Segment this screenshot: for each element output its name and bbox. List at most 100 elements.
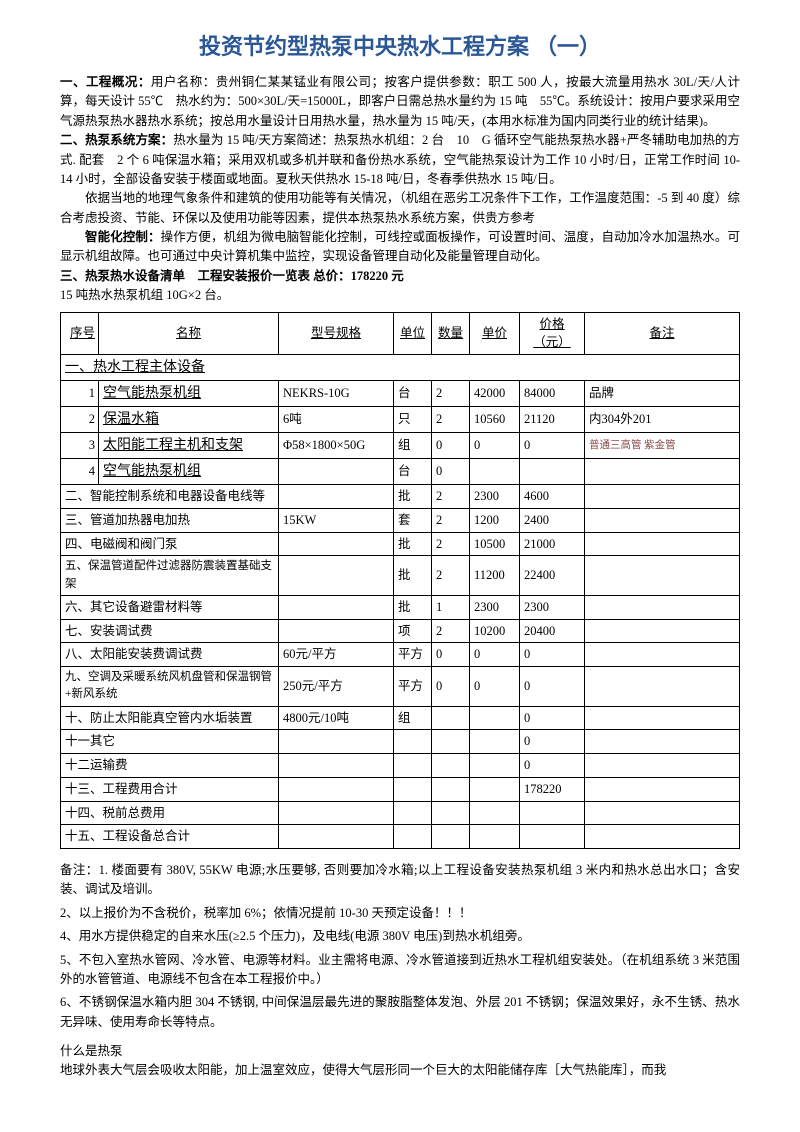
cell-qty: 0 — [432, 433, 470, 459]
note-line: 6、不锈钢保温水箱内胆 304 不锈钢, 中间保温层最先进的聚胺脂整体发泡、外层… — [60, 993, 740, 1032]
cell-seq: 2 — [61, 407, 99, 433]
cell-model — [279, 459, 394, 485]
cell-note — [585, 667, 740, 707]
cell-note — [585, 801, 740, 825]
table-row: 十二运输费0 — [61, 754, 740, 778]
cell-total: 20400 — [520, 619, 585, 643]
merged-name-cell: 六、其它设备避雷材料等 — [61, 595, 279, 619]
merged-name-cell: 十、防止太阳能真空管内水垢装置 — [61, 706, 279, 730]
cell-model: NEKRS-10G — [279, 381, 394, 407]
table-row: 四、电磁阀和阀门泵批21050021000 — [61, 532, 740, 556]
cell-name: 保温水箱 — [99, 407, 279, 433]
cell-unit: 批 — [394, 556, 432, 596]
cell-model — [279, 801, 394, 825]
cell-total: 178220 — [520, 777, 585, 801]
cell-qty — [432, 777, 470, 801]
cell-model: 60元/平方 — [279, 643, 394, 667]
table-row: 十五、工程设备总合计 — [61, 825, 740, 849]
paragraph-6: 15 吨热水热泵机组 10G×2 台。 — [60, 286, 740, 305]
header-seq: 序号 — [61, 312, 99, 355]
cell-unit: 平方 — [394, 667, 432, 707]
cell-total: 22400 — [520, 556, 585, 596]
cell-note — [585, 556, 740, 596]
cell-unit: 平方 — [394, 643, 432, 667]
header-qty: 数量 — [432, 312, 470, 355]
cell-price: 2300 — [470, 595, 520, 619]
cell-qty: 2 — [432, 407, 470, 433]
cell-note — [585, 706, 740, 730]
table-row: 八、太阳能安装费调试费60元/平方平方000 — [61, 643, 740, 667]
table-row: 十四、税前总费用 — [61, 801, 740, 825]
cell-unit — [394, 801, 432, 825]
cell-unit: 批 — [394, 485, 432, 509]
merged-name-cell: 五、保温管道配件过滤器防震装置基础支架 — [61, 556, 279, 596]
table-row: 3太阳能工程主机和支架Φ58×1800×50G组000普通三高管 紫金管 — [61, 433, 740, 459]
cell-total: 0 — [520, 433, 585, 459]
cell-note — [585, 730, 740, 754]
paragraph-2: 二、热泵系统方案：热水量为 15 吨/天方案简述：热泵热水机组：2 台 10 G… — [60, 131, 740, 189]
note-line: 2、以上报价为不含税价，税率加 6%；依情况提前 10-30 天预定设备！！！ — [60, 904, 740, 923]
cell-qty: 0 — [432, 667, 470, 707]
cell-seq: 1 — [61, 381, 99, 407]
merged-name-cell: 十一其它 — [61, 730, 279, 754]
cell-note — [585, 508, 740, 532]
cell-unit: 台 — [394, 381, 432, 407]
cell-seq: 4 — [61, 459, 99, 485]
cell-total: 84000 — [520, 381, 585, 407]
cell-model — [279, 595, 394, 619]
cell-price: 0 — [470, 643, 520, 667]
merged-name-cell: 十三、工程费用合计 — [61, 777, 279, 801]
cell-name: 太阳能工程主机和支架 — [99, 433, 279, 459]
cell-price: 11200 — [470, 556, 520, 596]
cell-model — [279, 619, 394, 643]
cell-total: 21000 — [520, 532, 585, 556]
cell-note — [585, 619, 740, 643]
cell-total — [520, 801, 585, 825]
cell-model — [279, 485, 394, 509]
cell-qty: 2 — [432, 532, 470, 556]
cell-price — [470, 777, 520, 801]
cell-price: 10200 — [470, 619, 520, 643]
cell-note — [585, 459, 740, 485]
cell-note — [585, 532, 740, 556]
cell-total: 4600 — [520, 485, 585, 509]
cell-model — [279, 730, 394, 754]
cell-unit — [394, 825, 432, 849]
table-row: 六、其它设备避雷材料等批123002300 — [61, 595, 740, 619]
equipment-table: 序号 名称 型号规格 单位 数量 单价 价格（元） 备注 一、热水工程主体设备1… — [60, 312, 740, 850]
paragraph-3: 依据当地的地理气象条件和建筑的使用功能等有关情况，（机组在恶劣工况条件下工作，工… — [60, 189, 740, 228]
cell-price: 42000 — [470, 381, 520, 407]
table-row: 一、热水工程主体设备 — [61, 355, 740, 381]
paragraph-4: 智能化控制：操作方便，机组为微电脑智能化控制，可线控或面板操作，可设置时间、温度… — [60, 228, 740, 267]
cell-unit: 批 — [394, 532, 432, 556]
notes-block: 备注：1. 楼面要有 380V, 55KW 电源;水压要够, 否则要加冷水箱;以… — [60, 861, 740, 1032]
cell-unit — [394, 754, 432, 778]
merged-name-cell: 三、管道加热器电加热 — [61, 508, 279, 532]
table-row: 十、防止太阳能真空管内水垢装置4800元/10吨组0 — [61, 706, 740, 730]
paragraph-5: 三、热泵热水设备清单 工程安装报价一览表 总价：178220 元 — [60, 267, 740, 286]
note-line: 5、不包入室热水管网、冷水管、电源等材料。业主需将电源、冷水管道接到近热水工程机… — [60, 951, 740, 990]
section-cell: 一、热水工程主体设备 — [61, 355, 740, 381]
table-row: 七、安装调试费项21020020400 — [61, 619, 740, 643]
cell-name: 空气能热泵机组 — [99, 459, 279, 485]
merged-name-cell: 十五、工程设备总合计 — [61, 825, 279, 849]
cell-qty — [432, 754, 470, 778]
cell-unit: 只 — [394, 407, 432, 433]
footer-text: 地球外表大气层会吸收太阳能，加上温室效应，使得大气层形同一个巨大的太阳能储存库［… — [60, 1061, 740, 1080]
cell-unit: 组 — [394, 433, 432, 459]
cell-qty — [432, 801, 470, 825]
cell-qty — [432, 730, 470, 754]
merged-name-cell: 七、安装调试费 — [61, 619, 279, 643]
cell-total: 0 — [520, 667, 585, 707]
cell-model — [279, 825, 394, 849]
para1-label: 一、工程概况： — [60, 75, 151, 89]
cell-unit: 批 — [394, 595, 432, 619]
cell-qty: 2 — [432, 556, 470, 596]
para4-label: 智能化控制： — [85, 230, 161, 244]
cell-total: 2300 — [520, 595, 585, 619]
cell-price: 0 — [470, 667, 520, 707]
cell-qty: 0 — [432, 459, 470, 485]
cell-unit — [394, 730, 432, 754]
cell-note — [585, 825, 740, 849]
cell-model — [279, 532, 394, 556]
